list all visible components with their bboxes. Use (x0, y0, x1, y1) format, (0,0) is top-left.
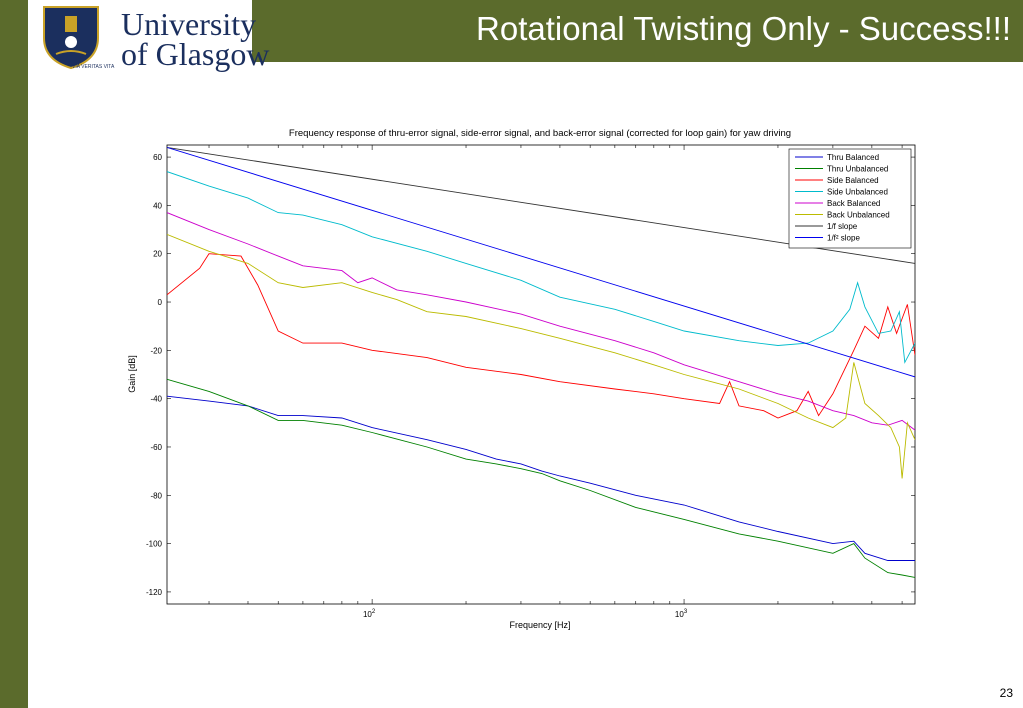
y-tick-label: 20 (153, 250, 162, 259)
y-tick-label: -120 (146, 588, 163, 597)
legend-entry-label: 1/f² slope (827, 234, 860, 243)
y-axis-label: Gain [dB] (127, 355, 137, 393)
legend-entry-label: Side Balanced (827, 176, 879, 185)
x-axis-label: Frequency [Hz] (509, 620, 570, 630)
y-tick-label: -40 (150, 395, 162, 404)
legend-entry-label: Back Unbalanced (827, 211, 890, 220)
chart-title: Frequency response of thru-error signal,… (289, 128, 791, 139)
series-line-3 (167, 253, 915, 419)
y-tick-label: 40 (153, 201, 162, 210)
university-logo: University of Glasgow VIA VERITAS VITA (28, 0, 269, 72)
legend-box (788, 148, 912, 249)
x-tick-label: 103 (675, 609, 688, 619)
series-line-1 (167, 395, 915, 561)
series-line-2 (167, 378, 915, 578)
legend-entry-label: 1/f slope (827, 222, 858, 231)
y-tick-label: -60 (150, 443, 162, 452)
legend-entry-label: Thru Unbalanced (827, 165, 888, 174)
logo-motto: VIA VERITAS VITA (72, 64, 115, 70)
crest-icon (43, 6, 99, 70)
series-line-4 (167, 171, 915, 364)
legend-entry-label: Side Unbalanced (827, 188, 888, 197)
left-sidebar-bar (0, 62, 28, 708)
x-tick-label: 102 (363, 609, 376, 619)
legend-entry-label: Thru Balanced (827, 153, 879, 162)
y-tick-label: 0 (158, 298, 163, 307)
logo-text-line2: of Glasgow (121, 36, 270, 72)
y-tick-label: 60 (153, 153, 162, 162)
slide-title: Rotational Twisting Only - Success!!! (476, 10, 1011, 47)
y-tick-label: -20 (150, 346, 162, 355)
page-number: 23 (999, 686, 1013, 700)
y-tick-label: -100 (146, 540, 163, 549)
series-line-5 (167, 212, 915, 431)
series-line-8 (167, 146, 915, 378)
legend-entry-label: Back Balanced (827, 199, 880, 208)
y-tick-label: -80 (150, 491, 162, 500)
logo-text-line1: University (121, 6, 257, 42)
series-line-6 (167, 233, 915, 479)
